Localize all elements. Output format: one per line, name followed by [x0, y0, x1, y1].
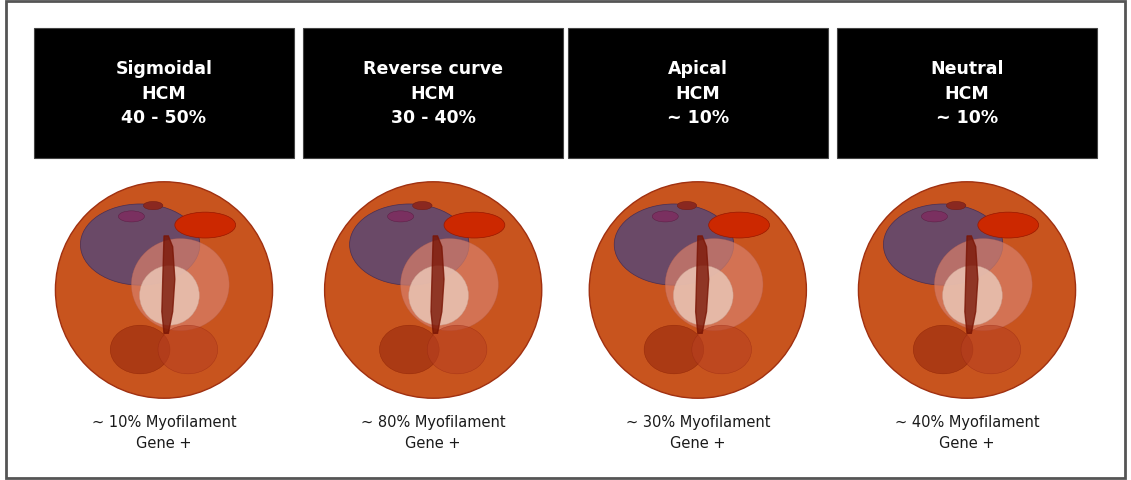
Ellipse shape — [379, 325, 439, 374]
Text: Neutral
HCM
~ 10%: Neutral HCM ~ 10% — [931, 60, 1003, 127]
Ellipse shape — [158, 325, 218, 374]
Polygon shape — [696, 237, 709, 334]
Ellipse shape — [665, 239, 763, 331]
Text: ~ 80% Myofilament
Gene +: ~ 80% Myofilament Gene + — [361, 414, 506, 450]
Polygon shape — [965, 237, 978, 334]
Ellipse shape — [883, 204, 1003, 286]
Ellipse shape — [325, 182, 542, 398]
Ellipse shape — [110, 325, 170, 374]
Circle shape — [413, 202, 432, 210]
Circle shape — [444, 213, 504, 239]
Ellipse shape — [673, 266, 733, 325]
Ellipse shape — [139, 266, 199, 325]
FancyBboxPatch shape — [34, 29, 294, 158]
Ellipse shape — [614, 204, 734, 286]
Text: Sigmoidal
HCM
40 - 50%: Sigmoidal HCM 40 - 50% — [115, 60, 213, 127]
Text: Reverse curve
HCM
30 - 40%: Reverse curve HCM 30 - 40% — [363, 60, 503, 127]
Text: ~ 40% Myofilament
Gene +: ~ 40% Myofilament Gene + — [895, 414, 1039, 450]
Circle shape — [144, 202, 163, 210]
Ellipse shape — [428, 325, 487, 374]
Circle shape — [388, 211, 414, 223]
Polygon shape — [162, 237, 175, 334]
Circle shape — [175, 213, 235, 239]
Ellipse shape — [692, 325, 752, 374]
Text: Apical
HCM
~ 10%: Apical HCM ~ 10% — [667, 60, 728, 127]
Circle shape — [709, 213, 769, 239]
Circle shape — [677, 202, 697, 210]
Circle shape — [119, 211, 145, 223]
Ellipse shape — [55, 182, 273, 398]
Ellipse shape — [961, 325, 1021, 374]
Ellipse shape — [400, 239, 499, 331]
Ellipse shape — [913, 325, 973, 374]
Ellipse shape — [858, 182, 1076, 398]
Ellipse shape — [80, 204, 200, 286]
FancyBboxPatch shape — [303, 29, 563, 158]
Text: ~ 30% Myofilament
Gene +: ~ 30% Myofilament Gene + — [625, 414, 770, 450]
Circle shape — [947, 202, 966, 210]
Polygon shape — [431, 237, 444, 334]
Text: ~ 10% Myofilament
Gene +: ~ 10% Myofilament Gene + — [92, 414, 236, 450]
Ellipse shape — [131, 239, 230, 331]
Ellipse shape — [589, 182, 806, 398]
Ellipse shape — [942, 266, 1002, 325]
Ellipse shape — [934, 239, 1033, 331]
FancyBboxPatch shape — [568, 29, 828, 158]
Ellipse shape — [349, 204, 469, 286]
Circle shape — [978, 213, 1038, 239]
Circle shape — [653, 211, 679, 223]
Circle shape — [922, 211, 948, 223]
Ellipse shape — [408, 266, 468, 325]
FancyBboxPatch shape — [837, 29, 1097, 158]
FancyBboxPatch shape — [6, 2, 1125, 478]
Ellipse shape — [644, 325, 703, 374]
